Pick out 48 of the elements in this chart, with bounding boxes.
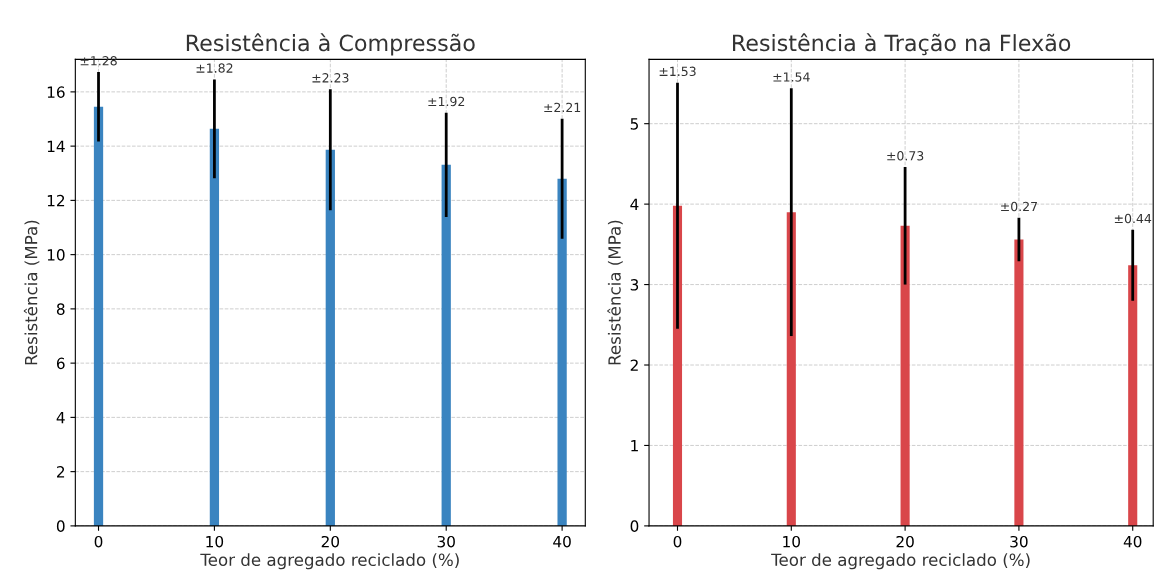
annotation: ±0.44 bbox=[1114, 213, 1152, 224]
y-tick-label: 6 bbox=[56, 357, 65, 370]
y-tick-label: 0 bbox=[630, 520, 639, 532]
annotation: ±2.21 bbox=[544, 102, 581, 112]
annotation: ±1.92 bbox=[428, 96, 465, 107]
x-tick-label: 10 bbox=[783, 535, 800, 548]
chart-title: Resistência à Tração na Flexão bbox=[733, 33, 1071, 56]
y-tick-label: 10 bbox=[47, 249, 65, 261]
y-tick-label: 4 bbox=[630, 198, 639, 210]
bar bbox=[441, 164, 451, 526]
bar bbox=[325, 149, 335, 526]
x-axis-title: Teor de agregado reciclado (%) bbox=[200, 553, 459, 570]
x-tick-label: 10 bbox=[206, 535, 224, 548]
bar bbox=[93, 106, 104, 526]
y-tick-label: 14 bbox=[47, 140, 65, 152]
y-tick-label: 0 bbox=[56, 520, 65, 532]
y-tick-label: 3 bbox=[630, 279, 639, 291]
x-tick-label: 0 bbox=[94, 535, 103, 548]
x-tick-label: 20 bbox=[321, 535, 340, 548]
x-tick-label: 0 bbox=[673, 535, 682, 548]
x-tick-label: 30 bbox=[437, 535, 455, 548]
chart-title: Resistência à Compressão bbox=[186, 33, 475, 56]
annotation: ±1.82 bbox=[196, 63, 233, 73]
bar bbox=[557, 178, 567, 526]
y-tick-label: 16 bbox=[47, 86, 65, 98]
bar bbox=[1128, 265, 1138, 526]
x-tick-label: 40 bbox=[553, 535, 571, 548]
x-tick-label: 30 bbox=[1010, 535, 1028, 548]
y-tick-label: 1 bbox=[631, 440, 638, 452]
x-tick-label: 20 bbox=[896, 535, 914, 548]
annotation: ±0.27 bbox=[1001, 201, 1037, 212]
annotation: ±1.53 bbox=[659, 66, 696, 77]
bar bbox=[209, 128, 220, 526]
y-axis-title: Resistência (MPa) bbox=[607, 220, 623, 365]
y-tick-label: 4 bbox=[56, 412, 65, 424]
x-axis-title: Teor de agregado reciclado (%) bbox=[771, 553, 1030, 570]
y-axis-title: Resistência (MPa) bbox=[23, 220, 40, 365]
y-tick-label: 8 bbox=[56, 303, 65, 315]
y-tick-label: 5 bbox=[630, 118, 638, 130]
annotation: ±1.54 bbox=[773, 72, 810, 82]
bar bbox=[900, 225, 910, 526]
y-tick-label: 2 bbox=[630, 359, 638, 371]
y-tick-label: 2 bbox=[57, 466, 65, 478]
annotation: ±0.73 bbox=[887, 151, 924, 161]
y-tick-label: 12 bbox=[47, 194, 65, 207]
bar bbox=[1014, 239, 1024, 526]
annotation: ±2.23 bbox=[312, 73, 349, 83]
x-tick-label: 40 bbox=[1123, 535, 1142, 548]
